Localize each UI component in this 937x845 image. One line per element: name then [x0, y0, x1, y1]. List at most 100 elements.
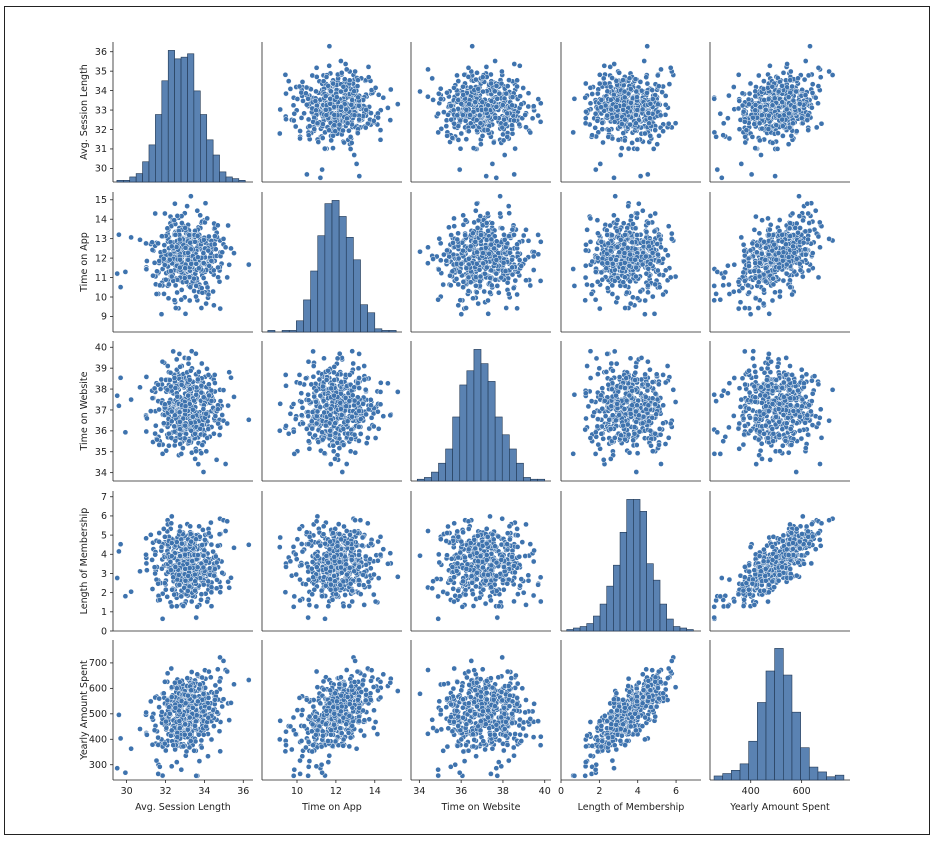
- scatter-point: [276, 130, 283, 137]
- scatter-point: [599, 126, 606, 133]
- scatter-point: [752, 145, 759, 151]
- scatter-point: [356, 424, 362, 430]
- scatter-point: [347, 134, 354, 140]
- scatter-point: [816, 219, 823, 226]
- scatter-point: [594, 246, 600, 252]
- scatter-point: [465, 274, 472, 281]
- scatter-point: [305, 413, 312, 419]
- scatter-point: [352, 68, 358, 75]
- scatter-point: [501, 236, 508, 243]
- scatter-point: [620, 265, 626, 272]
- scatter-point: [454, 112, 461, 119]
- scatter-point: [649, 293, 656, 300]
- scatter-point: [205, 426, 212, 432]
- scatter-point: [343, 106, 350, 113]
- scatter-point: [114, 392, 121, 399]
- scatter-point: [327, 95, 334, 102]
- scatter-point: [637, 79, 644, 85]
- scatter-point: [777, 293, 783, 300]
- scatter-point: [745, 255, 752, 262]
- scatter-point: [571, 283, 578, 289]
- scatter-point: [770, 281, 777, 288]
- scatter-point: [622, 116, 628, 123]
- scatter-point: [722, 269, 729, 276]
- scatter-point: [321, 355, 327, 362]
- scatter-point: [726, 135, 733, 142]
- scatter-point: [466, 101, 473, 107]
- scatter-point: [362, 124, 369, 131]
- scatter-point: [634, 146, 641, 152]
- scatter-point: [449, 268, 456, 275]
- scatter-point: [204, 215, 211, 222]
- scatter-point: [632, 225, 639, 232]
- scatter-point: [667, 64, 674, 71]
- figure-frame: 30 31 32 33 34 35 36 9 10 11 12 13 14 15 34 35 36 37 38 39 4…: [4, 6, 930, 835]
- scatter-point: [632, 76, 639, 83]
- scatter-point: [658, 244, 664, 251]
- scatter-point: [178, 287, 185, 293]
- y-tick-label: 30: [95, 164, 107, 175]
- scatter-point: [647, 213, 654, 219]
- scatter-point: [789, 210, 796, 217]
- scatter-point: [387, 117, 394, 123]
- scatter-point: [662, 111, 669, 118]
- scatter-point: [298, 399, 305, 405]
- scatter-point: [477, 273, 484, 280]
- y-tick-label: 11: [95, 273, 107, 284]
- scatter-point: [605, 134, 612, 140]
- scatter-point: [769, 83, 776, 90]
- scatter-point: [172, 385, 179, 391]
- scatter-point: [779, 257, 786, 264]
- scatter-point: [668, 230, 675, 237]
- scatter-point: [474, 249, 480, 256]
- scatter-point: [761, 78, 767, 84]
- scatter-point: [290, 102, 297, 109]
- scatter-point: [809, 90, 816, 96]
- scatter-point: [361, 376, 368, 383]
- scatter-point: [789, 83, 795, 90]
- scatter-point: [311, 126, 318, 133]
- scatter-point: [194, 233, 201, 239]
- scatter-point: [303, 101, 310, 108]
- scatter-point: [791, 104, 798, 110]
- scatter-point: [198, 382, 205, 389]
- scatter-point: [589, 258, 596, 265]
- scatter-point: [596, 305, 603, 312]
- scatter-point: [790, 120, 796, 127]
- scatter-point: [465, 74, 472, 80]
- scatter-point: [645, 289, 651, 296]
- scatter-point: [296, 372, 303, 378]
- pairplot-figure: 3031323334353691011121314153435363738394…: [79, 42, 850, 813]
- scatter-point: [116, 231, 122, 238]
- scatter-point: [212, 413, 219, 419]
- scatter-point: [588, 291, 595, 297]
- scatter-point: [193, 448, 199, 455]
- scatter-point: [777, 288, 783, 295]
- scatter-point: [604, 88, 611, 95]
- scatter-point: [206, 381, 212, 388]
- scatter-point: [804, 117, 811, 123]
- scatter-point: [306, 123, 313, 129]
- scatter-point: [477, 278, 483, 285]
- scatter-point: [194, 207, 201, 214]
- scatter-point: [594, 278, 601, 285]
- scatter-point: [582, 274, 589, 281]
- scatter-point: [511, 61, 518, 67]
- scatter-point: [607, 247, 614, 254]
- scatter-point: [299, 79, 306, 85]
- scatter-point: [736, 98, 743, 104]
- scatter-point: [180, 445, 186, 451]
- scatter-point: [320, 121, 326, 127]
- scatter-point: [726, 92, 732, 99]
- scatter-point: [796, 260, 803, 267]
- scatter-point: [753, 213, 759, 220]
- scatter-point: [171, 375, 178, 381]
- scatter-point: [643, 74, 650, 81]
- y-tick-label: 33: [95, 105, 107, 116]
- scatter-point: [117, 374, 124, 381]
- scatter-point: [152, 422, 159, 429]
- scatter-point: [625, 203, 632, 209]
- scatter-point: [206, 233, 212, 240]
- scatter-point: [228, 374, 234, 381]
- scatter-point: [356, 116, 363, 123]
